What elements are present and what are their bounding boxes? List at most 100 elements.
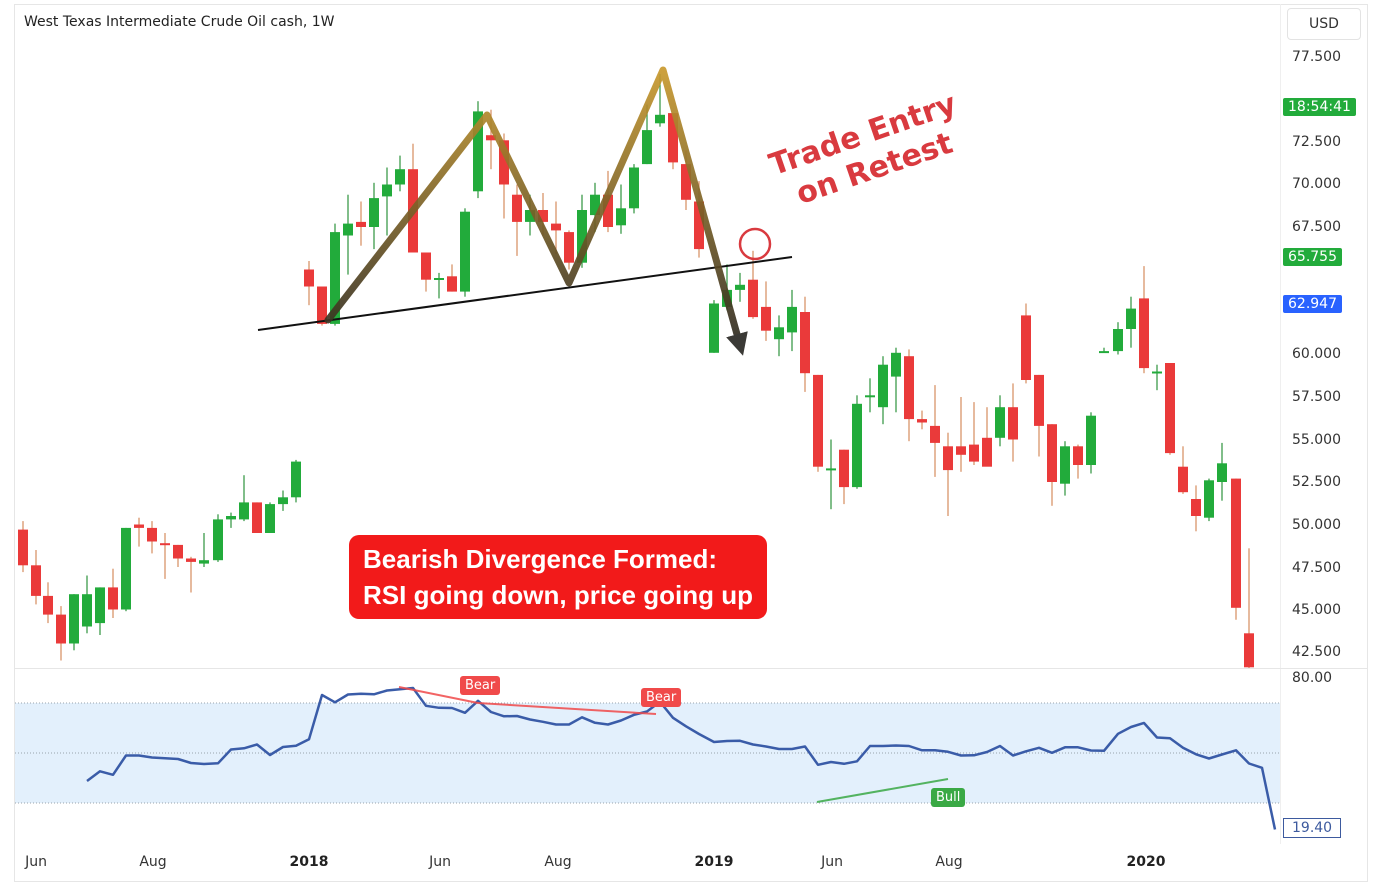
price-axis-divider — [1280, 4, 1281, 844]
candle-body-down — [1047, 424, 1057, 482]
candle-body-up — [616, 208, 626, 226]
candle-body-up — [1060, 446, 1070, 484]
price-axis-label: 45.000 — [1292, 602, 1341, 618]
candle-body-down — [538, 210, 548, 222]
candle-body-down — [421, 252, 431, 280]
candle-body-down — [512, 194, 522, 222]
candle-body-down — [1244, 633, 1254, 668]
candle-body-up — [1152, 371, 1162, 374]
candle-body-up — [852, 403, 862, 488]
double-top-arrow — [324, 66, 748, 356]
chart-title: West Texas Intermediate Crude Oil cash, … — [24, 14, 335, 30]
time-axis-label: Aug — [544, 854, 572, 870]
candle-body-up — [655, 114, 665, 124]
candle-body-down — [800, 312, 810, 374]
candle-body-up — [69, 594, 79, 644]
candle-body-up — [865, 395, 875, 398]
candle-body-up — [1113, 329, 1123, 352]
candle-body-up — [199, 560, 209, 564]
candle-body-up — [577, 210, 587, 263]
candle-body-up — [642, 130, 652, 165]
callout-line-2: RSI going down, price going up — [363, 580, 753, 610]
bearish-divergence-callout: Bearish Divergence Formed: RSI going dow… — [349, 535, 767, 619]
candle-body-down — [1034, 374, 1044, 426]
candle-body-up — [239, 502, 249, 520]
rsi-value-tag: 19.40 — [1283, 818, 1342, 838]
candle-body-down — [1231, 478, 1241, 608]
candle-body-up — [735, 284, 745, 290]
candle-body-up — [1086, 415, 1096, 465]
bear-signal-label-2: Bear — [641, 688, 682, 707]
price-axis-label: 47.500 — [1292, 560, 1341, 576]
candle-body-down — [18, 529, 28, 566]
bull-signal-label: Bull — [931, 788, 966, 807]
time-axis-label: Jun — [821, 854, 843, 870]
rsi-axis-top-label: 80.00 — [1292, 670, 1333, 686]
candle-body-up — [434, 278, 444, 280]
candle-body-down — [1021, 315, 1031, 380]
candle-body-down — [317, 286, 327, 324]
candle-body-up — [629, 167, 639, 209]
time-axis-label: Aug — [139, 854, 167, 870]
bullish-divergence-line — [816, 778, 949, 803]
candle-body-up — [1126, 308, 1136, 329]
candle-body-up — [291, 461, 301, 498]
candle-body-up — [774, 327, 784, 340]
candle-body-up — [382, 184, 392, 197]
candle-body-up — [265, 504, 275, 533]
candle-body-down — [668, 113, 678, 163]
candle-body-up — [473, 111, 483, 192]
time-axis-label: Jun — [429, 854, 451, 870]
time-axis-label: Jun — [25, 854, 47, 870]
candle-body-down — [969, 444, 979, 462]
candle-body-up — [709, 303, 719, 353]
bearish-divergence-line — [477, 702, 657, 715]
rsi-line — [86, 686, 1277, 830]
candle-body-down — [956, 446, 966, 455]
candle-body-down — [31, 565, 41, 596]
neckline — [257, 256, 793, 331]
candle-body-down — [147, 527, 157, 542]
candle-body-down — [1139, 298, 1149, 369]
candle-body-down — [1008, 407, 1018, 440]
last-price-tag: 65.755 — [1283, 248, 1342, 266]
price-axis-label: 50.000 — [1292, 517, 1341, 533]
candle-body-down — [603, 194, 613, 227]
candle-body-down — [930, 425, 940, 443]
candle-body-down — [943, 446, 953, 471]
candle-body-up — [826, 468, 836, 471]
bearish-divergence-line — [398, 686, 479, 704]
candle-body-up — [278, 497, 288, 505]
candle-body-down — [173, 544, 183, 559]
bear-signal-label-1: Bear — [460, 676, 501, 695]
candle-body-down — [917, 419, 927, 423]
price-axis-label: 55.000 — [1292, 432, 1341, 448]
candle-body-up — [369, 198, 379, 227]
candle-body-down — [839, 449, 849, 488]
candle-body-down — [681, 164, 691, 200]
countdown-tag: 18:54:41 — [1283, 98, 1356, 116]
candle-body-down — [356, 221, 366, 227]
candle-body-down — [564, 232, 574, 263]
candle-body-up — [995, 407, 1005, 438]
candle-body-down — [252, 502, 262, 533]
candle-body-down — [694, 201, 704, 250]
pane-divider[interactable] — [14, 668, 1368, 669]
candle-body-down — [447, 276, 457, 292]
candle-body-down — [748, 279, 758, 318]
candle-body-up — [95, 587, 105, 624]
candle-body-up — [460, 211, 470, 292]
candle-body-down — [108, 587, 118, 610]
candle-body-down — [56, 614, 66, 644]
candle-body-up — [226, 516, 236, 520]
candle-body-up — [121, 527, 131, 610]
price-axis-label: 67.500 — [1292, 219, 1341, 235]
price-axis-label: 70.000 — [1292, 176, 1341, 192]
price-axis-label: 42.500 — [1292, 644, 1341, 660]
price-axis-label: 77.500 — [1292, 49, 1341, 65]
candle-body-up — [891, 352, 901, 377]
candle-body-down — [1165, 363, 1175, 454]
currency-button[interactable]: USD — [1287, 8, 1361, 40]
candle-body-down — [1191, 499, 1201, 516]
